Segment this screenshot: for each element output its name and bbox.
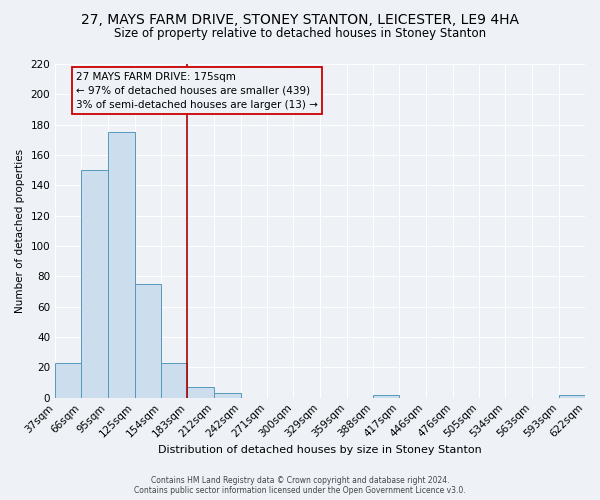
Bar: [559, 394, 585, 398]
Bar: [187, 387, 214, 398]
X-axis label: Distribution of detached houses by size in Stoney Stanton: Distribution of detached houses by size …: [158, 445, 482, 455]
Bar: [161, 363, 187, 398]
Y-axis label: Number of detached properties: Number of detached properties: [15, 149, 25, 313]
Bar: [107, 132, 135, 398]
Bar: [82, 170, 107, 398]
Bar: [135, 284, 161, 398]
Text: 27, MAYS FARM DRIVE, STONEY STANTON, LEICESTER, LE9 4HA: 27, MAYS FARM DRIVE, STONEY STANTON, LEI…: [81, 12, 519, 26]
Text: 27 MAYS FARM DRIVE: 175sqm
← 97% of detached houses are smaller (439)
3% of semi: 27 MAYS FARM DRIVE: 175sqm ← 97% of deta…: [76, 72, 318, 110]
Text: Contains HM Land Registry data © Crown copyright and database right 2024.
Contai: Contains HM Land Registry data © Crown c…: [134, 476, 466, 495]
Bar: [214, 393, 241, 398]
Bar: [373, 394, 400, 398]
Text: Size of property relative to detached houses in Stoney Stanton: Size of property relative to detached ho…: [114, 28, 486, 40]
Bar: [55, 363, 82, 398]
